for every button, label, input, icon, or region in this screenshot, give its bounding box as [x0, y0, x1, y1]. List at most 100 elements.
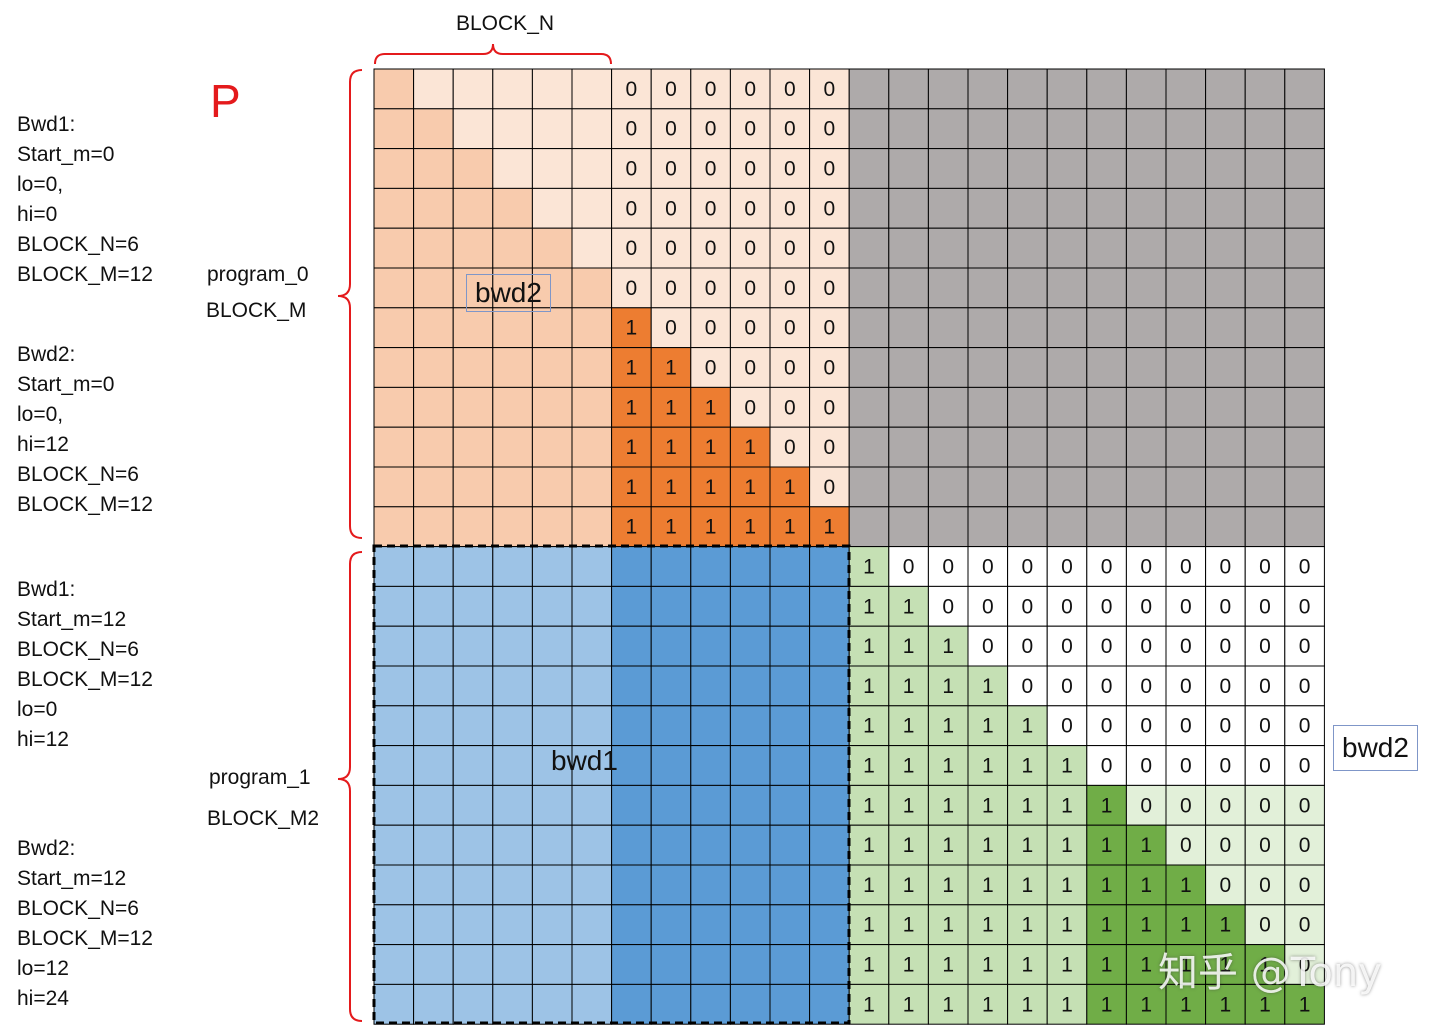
grid-cell [769, 824, 811, 866]
grid-cell [1165, 307, 1207, 349]
grid-cell-value: 0 [1180, 556, 1192, 579]
grid-cell [809, 824, 850, 866]
grid-cell [413, 745, 454, 786]
grid-cell [967, 227, 1009, 269]
grid-cell [611, 386, 652, 428]
grid-cell-value: 0 [942, 595, 954, 618]
grid-cell [690, 904, 731, 946]
grid-cell-value: 1 [626, 516, 638, 539]
grid-cell [571, 625, 613, 667]
grid-cell-value: 1 [942, 755, 954, 778]
grid-cell [1086, 347, 1127, 388]
grid-cell [888, 466, 929, 508]
grid-cell [492, 665, 533, 707]
grid-cell [373, 347, 415, 388]
grid-cell [927, 904, 969, 946]
grid-cell-value: 0 [1101, 635, 1113, 658]
grid-cell-value: 0 [1259, 556, 1271, 579]
grid-cell [531, 108, 573, 150]
grid-cell [809, 864, 850, 906]
grid-cell-value: 1 [1022, 993, 1034, 1016]
grid-cell-value: 1 [1140, 834, 1152, 857]
grid-cell [650, 784, 692, 826]
grid-cell-value: 0 [705, 118, 717, 141]
grid-cell [531, 187, 573, 229]
grid-cell-value: 1 [1022, 794, 1034, 817]
grid-cell-value: 1 [744, 436, 756, 459]
grid-cell-value: 0 [626, 118, 638, 141]
grid-cell-value: 0 [824, 78, 836, 101]
grid-cell-value: 0 [1140, 556, 1152, 579]
grid-cell [1205, 187, 1246, 229]
grid-cell [413, 705, 454, 747]
grid-cell [531, 864, 573, 906]
grid-cell [927, 625, 969, 667]
grid-cell [927, 347, 969, 388]
grid-cell-value: 0 [1220, 675, 1232, 698]
grid-cell [413, 585, 454, 627]
grid-cell-value: 0 [1220, 755, 1232, 778]
grid-cell [571, 506, 613, 548]
grid-cell [413, 904, 454, 946]
grid-cell [1244, 466, 1286, 508]
grid-cell [413, 824, 454, 866]
grid-cell [1125, 386, 1167, 428]
grid-cell-value: 1 [705, 436, 717, 459]
grid-cell [1244, 68, 1286, 110]
grid-cell [1244, 705, 1286, 747]
grid-cell [729, 625, 771, 667]
grid-cell [769, 705, 811, 747]
grid-cell [1125, 546, 1167, 587]
grid-cell-value: 0 [626, 277, 638, 300]
grid-cell-value: 1 [1180, 914, 1192, 937]
grid-cell-value: 1 [705, 396, 717, 419]
grid-cell [1205, 546, 1246, 587]
grid-cell-value: 1 [942, 675, 954, 698]
grid-cell [769, 506, 811, 548]
grid-cell-value: 1 [705, 516, 717, 539]
grid-cell [571, 705, 613, 747]
grid-cell [1125, 466, 1167, 508]
grid-cell [848, 784, 890, 826]
grid-cell [611, 108, 652, 150]
block-n-brace [374, 43, 612, 65]
grid-cell [650, 267, 692, 309]
grid-cell [1125, 665, 1167, 707]
grid-cell-value: 0 [1299, 954, 1311, 977]
grid-cell-value: 0 [1022, 595, 1034, 618]
grid-cell [1007, 347, 1048, 388]
grid-cell [848, 386, 890, 428]
grid-cell [1284, 983, 1325, 1025]
grid-cell-value: 1 [863, 556, 875, 579]
grid-cell-value: 1 [1259, 954, 1271, 977]
grid-cell [452, 665, 494, 707]
grid-cell [1086, 267, 1127, 309]
grid-cell [690, 426, 731, 468]
grid-cell-value: 1 [863, 954, 875, 977]
grid-cell [373, 904, 415, 946]
grid-cell [611, 625, 652, 667]
grid-cell-value: 0 [1299, 794, 1311, 817]
grid-cell [927, 705, 969, 747]
grid-cell [729, 784, 771, 826]
grid-cell [967, 68, 1009, 110]
grid-cell [373, 68, 415, 110]
grid-cell [848, 148, 890, 189]
grid-cell [888, 68, 929, 110]
grid-cell-value: 0 [1140, 595, 1152, 618]
grid-cell [927, 506, 969, 548]
grid-cell [650, 68, 692, 110]
grid-cell [611, 864, 652, 906]
grid-cell-value: 1 [824, 516, 836, 539]
grid-cell [413, 347, 454, 388]
grid-cell [452, 745, 494, 786]
grid-cell [571, 227, 613, 269]
grid-cell [1007, 267, 1048, 309]
grid-cell [690, 625, 731, 667]
grid-cell [1205, 784, 1246, 826]
grid-cell-value: 0 [665, 158, 677, 181]
grid-cell [1125, 307, 1167, 349]
grid-cell [927, 187, 969, 229]
grid-cell-value: 0 [1220, 715, 1232, 738]
grid-cell [571, 267, 613, 309]
